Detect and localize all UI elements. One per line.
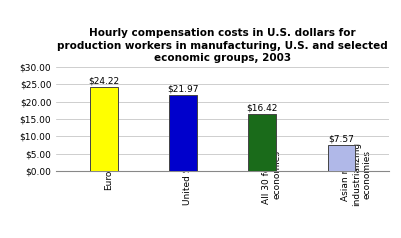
Text: $24.22: $24.22: [88, 76, 119, 85]
Bar: [169, 95, 197, 171]
Bar: [90, 87, 117, 171]
Bar: [328, 145, 355, 171]
Bar: [248, 114, 276, 171]
Text: $21.97: $21.97: [167, 84, 198, 93]
Title: Hourly compensation costs in U.S. dollars for
production workers in manufacturin: Hourly compensation costs in U.S. dollar…: [57, 28, 388, 63]
Text: $7.57: $7.57: [328, 134, 354, 144]
Text: $16.42: $16.42: [247, 104, 278, 113]
